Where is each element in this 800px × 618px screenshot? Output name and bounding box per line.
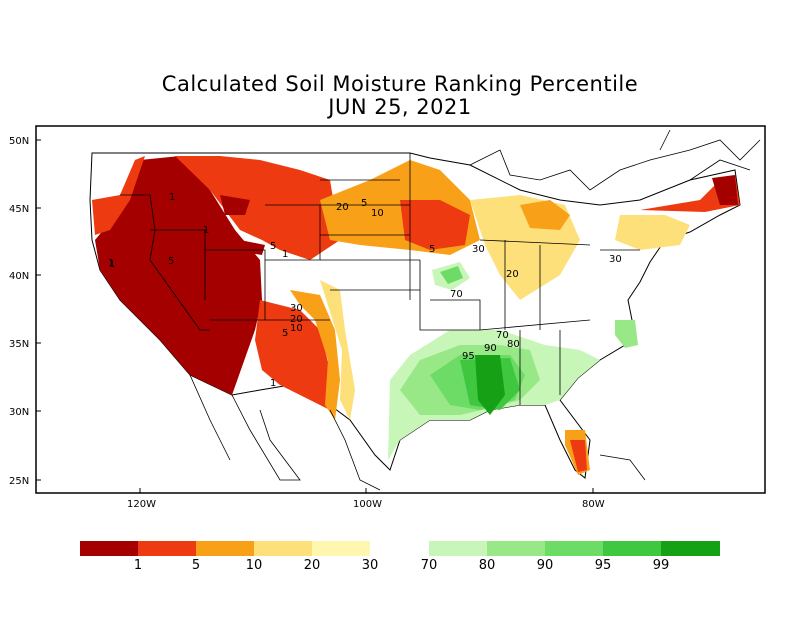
lat-label-50n: 50N bbox=[9, 136, 29, 147]
fill-70to90-nc bbox=[615, 320, 638, 348]
fill-lt1-co bbox=[240, 240, 265, 255]
contour-label: 1 bbox=[203, 225, 209, 236]
contour-label: 20 bbox=[290, 314, 303, 325]
contour-label: 20 bbox=[506, 269, 519, 280]
legend-swatch-7 bbox=[545, 541, 603, 556]
contour-label: 30 bbox=[472, 244, 485, 255]
contour-label: 1 bbox=[169, 192, 175, 203]
contour-label: 5 bbox=[282, 328, 288, 339]
map-date: JUN 25, 2021 bbox=[328, 95, 472, 119]
legend-label: 80 bbox=[478, 558, 496, 573]
fill-5to10-sw bbox=[290, 290, 340, 420]
contour-label: 80 bbox=[507, 339, 520, 350]
contour-label: 30 bbox=[290, 303, 303, 314]
fill-1to5-mn bbox=[400, 200, 470, 250]
contour-label: 70 bbox=[450, 289, 463, 300]
contour-label: 10 bbox=[371, 208, 384, 219]
fill-1to5-west bbox=[92, 156, 145, 235]
legend-label: 10 bbox=[245, 558, 263, 573]
fill-lt1-west bbox=[95, 156, 262, 395]
legend-label: 90 bbox=[536, 558, 554, 573]
lat-label-40n: 40N bbox=[9, 271, 29, 282]
legend-swatch-2 bbox=[196, 541, 254, 556]
fill-90to95-mo bbox=[440, 266, 463, 284]
fill-20to30-ne bbox=[615, 215, 690, 250]
legend-swatch-0 bbox=[80, 541, 138, 556]
contour-label: 1 bbox=[282, 249, 288, 260]
neighbor-coastlines bbox=[189, 129, 761, 491]
lat-label-35n: 35N bbox=[9, 339, 29, 350]
legend-swatch-4 bbox=[312, 541, 370, 556]
fill-lt1-ne bbox=[712, 175, 738, 205]
lon-label-80w: 80W bbox=[582, 499, 605, 510]
contour-label: 5 bbox=[270, 241, 276, 252]
fill-1to5-nw bbox=[175, 156, 340, 260]
contour-label: 1 bbox=[270, 378, 276, 389]
contour-label: 1 bbox=[108, 258, 114, 269]
legend-swatch-6 bbox=[487, 541, 545, 556]
fill-1to5-sw bbox=[255, 300, 330, 410]
legend-swatch-3 bbox=[254, 541, 312, 556]
legend-swatch-8 bbox=[603, 541, 661, 556]
map-title: Calculated Soil Moisture Ranking Percent… bbox=[161, 72, 639, 96]
contour-label: 30 bbox=[609, 254, 622, 265]
axis-ticks bbox=[36, 139, 594, 493]
lat-label-25n: 25N bbox=[9, 476, 29, 487]
legend-label: 5 bbox=[191, 558, 201, 573]
legend-swatch-9 bbox=[661, 541, 720, 556]
legend-label: 70 bbox=[420, 558, 438, 573]
contour-label: 70 bbox=[496, 330, 509, 341]
legend-label: 20 bbox=[303, 558, 321, 573]
fill-5to10-mi bbox=[520, 200, 570, 230]
contour-label: 20 bbox=[336, 202, 349, 213]
contour-label: 5 bbox=[168, 256, 174, 267]
lat-label-45n: 45N bbox=[9, 204, 29, 215]
legend-swatch-5 bbox=[429, 541, 487, 556]
contour-label: 5 bbox=[429, 244, 435, 255]
fill-20to30-sw bbox=[320, 280, 355, 420]
contour-label: 95 bbox=[462, 351, 475, 362]
state-boundaries bbox=[92, 152, 640, 405]
contour-label: 90 bbox=[484, 343, 497, 354]
contour-label: 5 bbox=[361, 198, 367, 209]
legend-swatch-1 bbox=[138, 541, 196, 556]
legend-label: 1 bbox=[133, 558, 143, 573]
legend-label: 95 bbox=[594, 558, 612, 573]
legend-colorbar bbox=[80, 541, 720, 556]
lon-label-100w: 100W bbox=[353, 499, 382, 510]
lon-label-120w: 120W bbox=[127, 499, 156, 510]
lat-label-30n: 30N bbox=[9, 407, 29, 418]
fill-1to5-ne bbox=[640, 175, 740, 212]
legend-label: 99 bbox=[652, 558, 670, 573]
contour-label: 1 bbox=[109, 259, 115, 270]
fill-lt1-wy bbox=[220, 195, 250, 215]
fill-1to5-fl bbox=[570, 440, 587, 472]
contour-label: 10 bbox=[290, 323, 303, 334]
contour-labels: 1 1 1 1 5 5 1 20 5 10 5 30 20 30 20 10 5… bbox=[108, 192, 622, 389]
fill-gt99-ms bbox=[475, 355, 505, 415]
legend-label: 30 bbox=[361, 558, 379, 573]
